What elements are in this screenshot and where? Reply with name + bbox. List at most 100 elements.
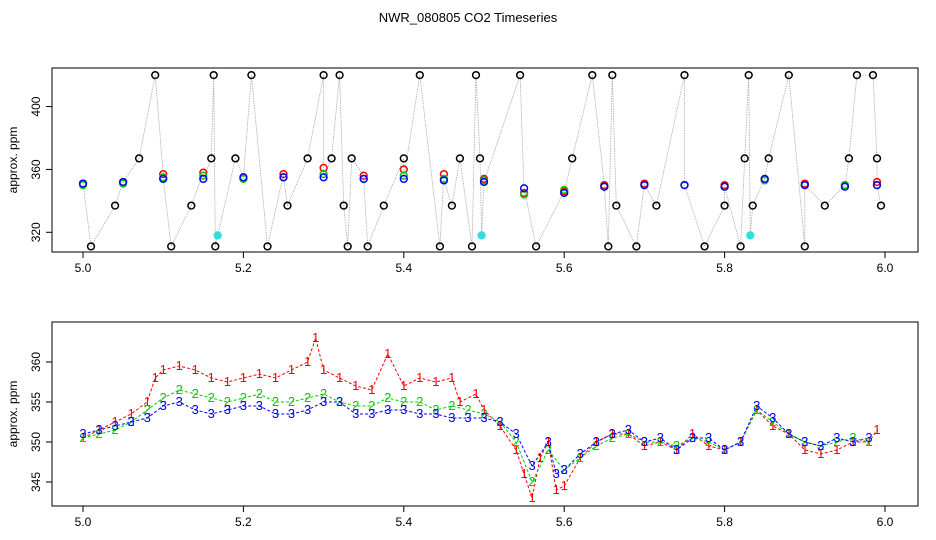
series-2-point: 2 — [801, 434, 808, 449]
black-point — [447, 201, 457, 210]
top-x-axis: 5.0 5.2 5.4 5.6 5.8 6.0 — [75, 251, 894, 275]
series-2-point: 2 — [753, 402, 760, 417]
series-3-point: 3 — [833, 430, 840, 445]
series-2-point: 2 — [769, 414, 776, 429]
series-3-point: 3 — [304, 402, 311, 417]
series-1-point: 1 — [721, 442, 728, 457]
top-gray-lines — [82, 74, 882, 248]
series-1-point: 1 — [352, 378, 359, 393]
series-1-point: 1 — [520, 466, 527, 481]
black-point — [319, 70, 328, 80]
series-1-point: 1 — [368, 382, 375, 397]
series-2-point: 2 — [625, 426, 632, 441]
y-tick-label: 360 — [29, 159, 43, 179]
series-3-point: 3 — [288, 406, 295, 421]
series-3-point: 3 — [545, 434, 552, 449]
series-2-point: 2 — [641, 434, 648, 449]
series-3-point: 3 — [737, 434, 744, 449]
black-point — [872, 154, 882, 163]
black-point — [151, 70, 160, 80]
blue-point — [840, 182, 850, 191]
series-3-point: 3 — [849, 434, 856, 449]
series-2-point: 2 — [144, 402, 151, 417]
series-1-point: 1 — [553, 482, 560, 497]
series-1-point: 1 — [224, 374, 231, 389]
black-point — [339, 201, 348, 210]
black-point — [744, 70, 753, 80]
blue-point — [399, 174, 408, 184]
series-3-point: 3 — [111, 418, 118, 433]
series-1-point: 1 — [528, 490, 535, 505]
blue-point — [560, 188, 569, 198]
series-2-point: 2 — [127, 414, 134, 429]
black-point — [335, 70, 344, 80]
series-2-point: 2 — [545, 442, 552, 457]
blue-point — [600, 182, 609, 191]
series-3-point: 3 — [416, 406, 423, 421]
black-point — [632, 242, 641, 251]
black-point — [612, 201, 621, 210]
series-1-point: 1 — [384, 346, 391, 361]
series-3-point: 3 — [400, 402, 407, 417]
black-point — [876, 201, 886, 210]
series-3-point: 3 — [496, 414, 503, 429]
x-tick-label: 5.4 — [395, 515, 412, 529]
series-1-point: 1 — [641, 438, 648, 453]
black-point — [844, 154, 854, 163]
series-2-point: 2 — [849, 430, 856, 445]
x-tick-label: 5.4 — [395, 261, 412, 275]
series-3-point: 3 — [336, 394, 343, 409]
x-tick-label: 5.8 — [716, 261, 733, 275]
blue-point — [680, 180, 689, 190]
series-2-point: 2 — [432, 402, 439, 417]
series-3-point: 3 — [641, 434, 648, 449]
series-1-point: 1 — [737, 434, 744, 449]
series-3-point: 3 — [240, 398, 247, 413]
black-point — [327, 154, 336, 163]
blue-point — [760, 174, 769, 184]
black-point — [415, 70, 424, 80]
series-2-point: 2 — [416, 394, 423, 409]
black-point — [263, 242, 272, 251]
bottom-series-lines — [82, 336, 878, 500]
y-tick-label: 320 — [29, 222, 43, 242]
series-1-point: 1 — [320, 362, 327, 377]
blue-point — [239, 173, 248, 182]
series-2-point: 2 — [208, 390, 215, 405]
cyan-point — [477, 231, 486, 240]
black-point — [303, 154, 312, 163]
black-point — [852, 70, 862, 80]
series-2-point: 2 — [689, 430, 696, 445]
series-3-point: 3 — [384, 402, 391, 417]
black-point — [736, 242, 745, 251]
series-3-point: 3 — [144, 410, 151, 425]
series-1-point: 1 — [561, 478, 568, 493]
series-3-point: 3 — [464, 410, 471, 425]
series-3-point: 3 — [769, 410, 776, 425]
black-point — [207, 154, 216, 163]
series-2-point: 2 — [577, 450, 584, 465]
series-3-point: 3 — [95, 422, 102, 437]
black-point — [700, 242, 709, 251]
blue-point — [720, 182, 729, 191]
series-1-point: 1 — [152, 370, 159, 385]
chart-title: NWR_080805 CO2 Timeseries — [379, 10, 558, 25]
series-3-point: 3 — [528, 458, 535, 473]
series-2-line — [82, 389, 870, 484]
series-3-line — [82, 401, 870, 475]
series-1-point: 1 — [512, 442, 519, 457]
series-1-point: 1 — [496, 418, 503, 433]
series-1-point: 1 — [416, 370, 423, 385]
x-tick-label: 5.8 — [716, 515, 733, 529]
series-2-point: 2 — [785, 426, 792, 441]
black-point — [515, 70, 525, 80]
series-2-point: 2 — [512, 434, 519, 449]
x-tick-label: 5.2 — [235, 515, 252, 529]
cyan-point — [746, 231, 755, 240]
y-tick-label: 360 — [29, 352, 43, 372]
blue-point — [359, 174, 368, 184]
series-2-point: 2 — [352, 398, 359, 413]
y-tick-label: 355 — [29, 392, 43, 412]
series-2-point: 2 — [320, 386, 327, 401]
